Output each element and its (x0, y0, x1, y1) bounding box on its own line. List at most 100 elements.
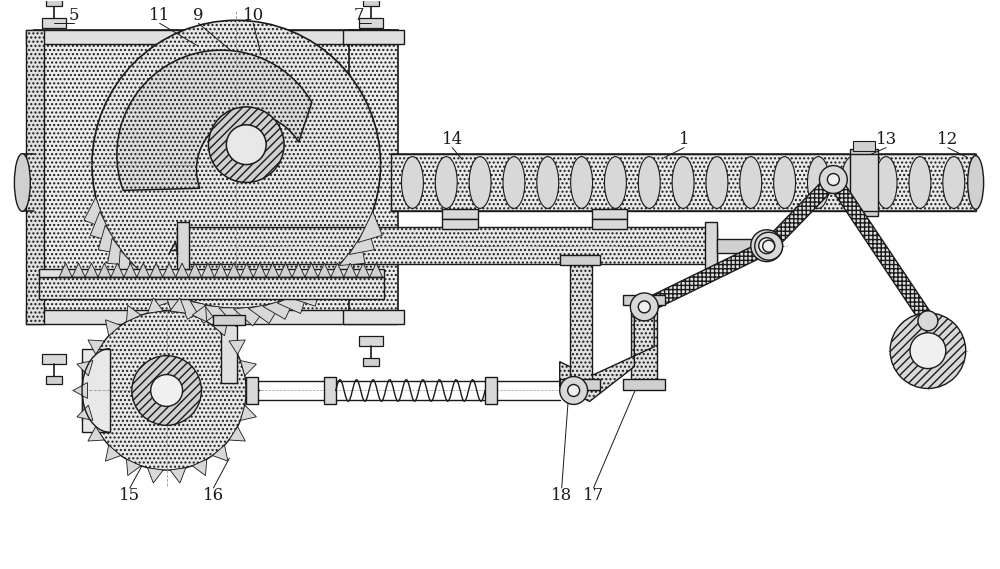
Bar (442, 219, 478, 229)
Bar (560, 255, 600, 265)
Polygon shape (349, 225, 374, 254)
Polygon shape (105, 320, 121, 336)
Polygon shape (88, 427, 104, 441)
Polygon shape (117, 50, 312, 191)
Polygon shape (318, 263, 331, 277)
Polygon shape (305, 263, 318, 277)
Circle shape (638, 301, 650, 313)
Ellipse shape (672, 156, 694, 208)
Bar (26, 30, 397, 44)
Ellipse shape (706, 156, 728, 208)
Bar (705, 222, 717, 269)
Bar (39, 277, 384, 299)
Polygon shape (291, 281, 321, 306)
Polygon shape (177, 296, 210, 319)
Bar (446, 211, 474, 227)
Bar (42, 354, 66, 364)
Ellipse shape (774, 156, 796, 208)
Bar (359, 336, 383, 346)
Polygon shape (98, 263, 111, 277)
Circle shape (918, 311, 938, 331)
Circle shape (226, 125, 266, 164)
Polygon shape (88, 340, 104, 354)
Text: 1: 1 (679, 131, 689, 148)
Ellipse shape (401, 156, 423, 208)
Polygon shape (147, 298, 163, 313)
Bar (485, 377, 497, 405)
Polygon shape (176, 263, 189, 277)
Polygon shape (164, 289, 195, 314)
Polygon shape (339, 238, 365, 266)
Polygon shape (84, 197, 108, 230)
Bar (177, 222, 189, 269)
Polygon shape (124, 263, 137, 277)
Bar (631, 303, 657, 382)
Bar (39, 269, 384, 277)
Ellipse shape (875, 156, 897, 208)
Bar (46, 0, 62, 6)
Ellipse shape (807, 156, 829, 208)
Circle shape (755, 232, 783, 260)
Polygon shape (279, 263, 292, 277)
Polygon shape (163, 263, 176, 277)
Bar (570, 263, 592, 382)
Polygon shape (304, 272, 333, 298)
Ellipse shape (435, 156, 457, 208)
Circle shape (560, 377, 588, 405)
Polygon shape (108, 238, 133, 266)
Polygon shape (118, 250, 144, 276)
Text: 7: 7 (353, 7, 364, 24)
Polygon shape (147, 468, 163, 483)
Text: 11: 11 (149, 7, 170, 24)
Polygon shape (170, 298, 186, 313)
Bar (46, 376, 62, 384)
Ellipse shape (740, 156, 762, 208)
Bar (26, 310, 397, 324)
Polygon shape (219, 308, 254, 327)
Bar (213, 315, 245, 325)
Ellipse shape (909, 156, 931, 208)
Polygon shape (263, 296, 296, 319)
Circle shape (630, 293, 658, 321)
Circle shape (751, 230, 783, 262)
Ellipse shape (638, 156, 660, 208)
Polygon shape (227, 263, 240, 277)
Polygon shape (205, 306, 239, 326)
Polygon shape (150, 263, 163, 277)
Polygon shape (292, 263, 305, 277)
Bar (177, 227, 717, 264)
Bar (592, 219, 627, 229)
Bar (26, 30, 44, 324)
Polygon shape (190, 302, 224, 323)
Bar (717, 239, 752, 253)
Polygon shape (73, 382, 87, 398)
Circle shape (151, 374, 183, 406)
Ellipse shape (943, 156, 965, 208)
Bar (850, 154, 878, 211)
Polygon shape (358, 212, 382, 242)
Circle shape (890, 313, 966, 389)
Polygon shape (111, 263, 124, 277)
Bar (560, 378, 600, 390)
Ellipse shape (469, 156, 491, 208)
Polygon shape (344, 263, 357, 277)
Polygon shape (192, 306, 207, 321)
Bar (42, 18, 66, 28)
Bar (82, 349, 110, 432)
Bar (324, 377, 336, 405)
Polygon shape (234, 306, 268, 326)
Text: 12: 12 (937, 131, 958, 148)
Text: 15: 15 (119, 488, 140, 505)
Circle shape (568, 385, 580, 397)
Polygon shape (98, 225, 123, 254)
Bar (363, 358, 379, 366)
Polygon shape (357, 263, 370, 277)
Polygon shape (240, 263, 253, 277)
Polygon shape (246, 382, 260, 398)
Bar (850, 149, 878, 156)
Polygon shape (170, 468, 186, 483)
Polygon shape (130, 262, 156, 287)
Bar (442, 209, 478, 219)
Circle shape (92, 20, 381, 309)
Polygon shape (151, 281, 182, 306)
